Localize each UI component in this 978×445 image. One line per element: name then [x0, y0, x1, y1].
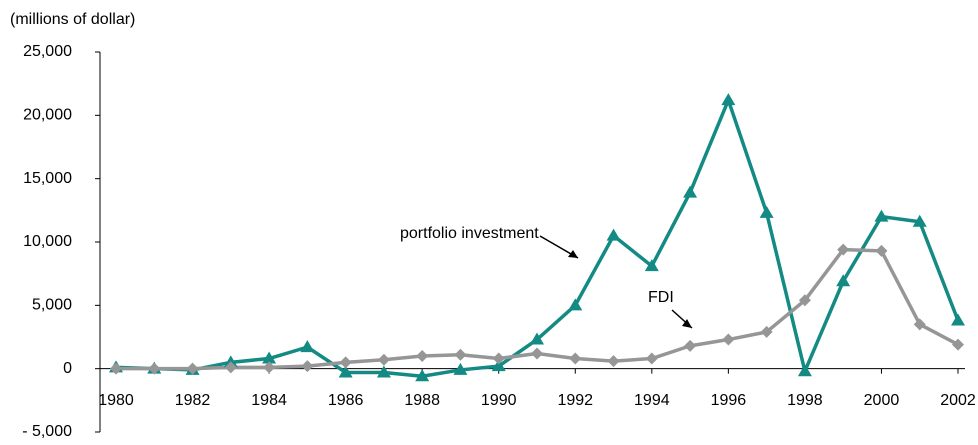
point-marker [759, 205, 774, 218]
point-marker [722, 333, 735, 346]
x-tick-label: 1986 [328, 392, 364, 409]
point-marker [760, 325, 773, 338]
point-marker [874, 209, 889, 222]
point-marker [224, 361, 237, 374]
point-marker [569, 352, 582, 365]
x-tick-label: 1980 [98, 392, 134, 409]
point-marker [301, 360, 314, 373]
point-marker [531, 347, 543, 360]
point-marker [454, 348, 467, 361]
x-tick-label: 1996 [711, 392, 747, 409]
point-marker [491, 359, 506, 372]
point-marker [607, 355, 620, 368]
point-marker [377, 353, 390, 366]
x-tick-label: 1988 [404, 392, 440, 409]
point-marker [721, 93, 736, 106]
point-marker [568, 298, 583, 311]
point-marker [684, 339, 697, 352]
point-marker [912, 214, 927, 227]
point-marker [837, 243, 850, 256]
point-marker [798, 294, 811, 307]
point-marker [644, 259, 659, 272]
point-marker [223, 355, 238, 368]
y-tick-label: 15,000 [23, 170, 72, 187]
x-tick-label: 1984 [251, 392, 287, 409]
y-tick-label: 0 [63, 360, 72, 377]
point-marker [875, 244, 888, 257]
x-tick-label: 1990 [481, 392, 517, 409]
point-marker [645, 352, 658, 365]
annotation-arrow-head [682, 319, 692, 328]
annotation-arrow-head [568, 250, 578, 258]
point-marker [338, 365, 353, 378]
point-marker [415, 369, 430, 382]
point-marker [683, 185, 698, 198]
series-label: FDI [648, 289, 674, 306]
x-tick-label: 2000 [864, 392, 900, 409]
point-marker [951, 313, 965, 326]
point-marker [339, 356, 352, 369]
point-marker [262, 351, 277, 364]
point-marker [797, 364, 812, 377]
y-axis-label: (millions of dollar) [10, 11, 135, 28]
y-tick-label: 10,000 [23, 233, 72, 250]
x-tick-label: 1998 [787, 392, 823, 409]
series-label: portfolio investment [400, 225, 539, 242]
point-marker [492, 352, 505, 365]
x-tick-label: 1992 [557, 392, 593, 409]
point-marker [263, 361, 276, 374]
point-marker [836, 274, 851, 287]
point-marker [148, 362, 161, 375]
y-tick-label: 20,000 [23, 107, 72, 124]
y-tick-label: 5,000 [32, 297, 72, 314]
x-tick-label: 1982 [175, 392, 211, 409]
point-marker [376, 365, 391, 378]
point-marker [530, 332, 544, 345]
point-marker [416, 350, 429, 362]
point-marker [606, 228, 621, 241]
point-marker [186, 362, 199, 375]
y-tick-label: - 5,000 [22, 423, 72, 440]
y-tick-label: 25,000 [23, 43, 72, 60]
point-marker [952, 338, 964, 351]
point-marker [453, 362, 468, 375]
point-marker [300, 340, 315, 353]
x-tick-label: 2002 [940, 392, 976, 409]
x-tick-label: 1994 [634, 392, 670, 409]
point-marker [110, 362, 122, 375]
point-marker [913, 318, 926, 331]
